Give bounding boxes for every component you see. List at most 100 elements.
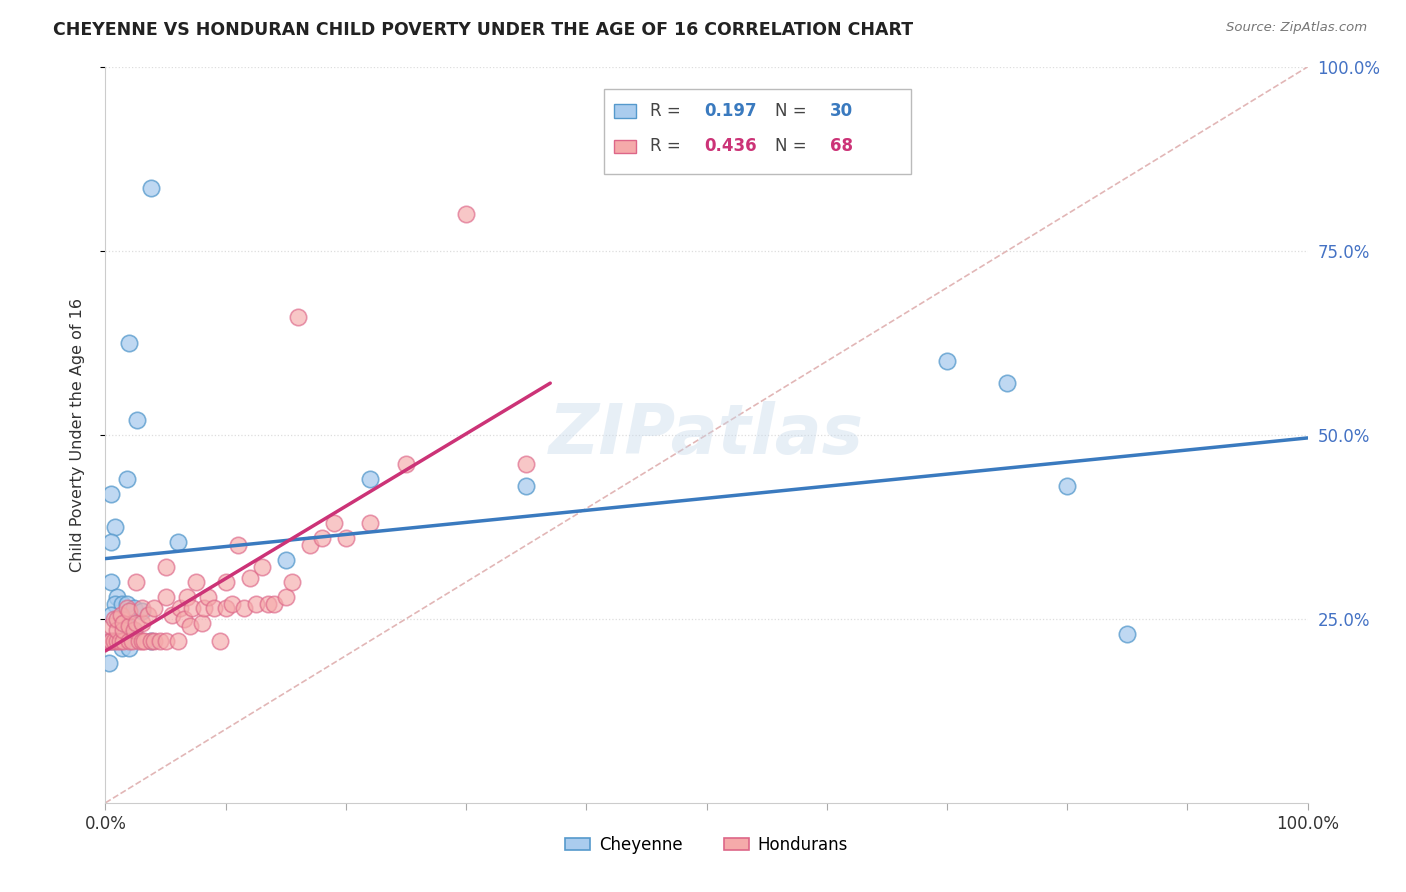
Point [176, 590, 198, 604]
Point [136, 608, 159, 623]
Point [179, 619, 201, 633]
Point [98, 656, 121, 670]
Point [132, 633, 155, 648]
Point [100, 619, 122, 633]
Point [281, 575, 304, 590]
Point [108, 633, 131, 648]
Point [181, 600, 204, 615]
Text: 30: 30 [831, 102, 853, 120]
Text: N =: N = [775, 137, 811, 155]
Point [107, 590, 129, 604]
Text: N =: N = [775, 102, 811, 120]
Point [115, 619, 138, 633]
Point [995, 376, 1018, 391]
Point [155, 560, 177, 574]
Point [166, 633, 188, 648]
Point [115, 597, 138, 611]
Text: R =: R = [650, 137, 686, 155]
Point [128, 633, 150, 648]
Point [202, 600, 225, 615]
FancyBboxPatch shape [614, 104, 636, 118]
Point [193, 600, 215, 615]
Point [274, 553, 297, 567]
Point [173, 612, 195, 626]
FancyBboxPatch shape [605, 89, 911, 174]
Point [100, 633, 122, 648]
Text: 68: 68 [831, 137, 853, 155]
Point [118, 619, 141, 633]
Point [239, 571, 262, 585]
Point [100, 487, 122, 501]
Point [125, 413, 148, 427]
Point [166, 534, 188, 549]
Point [107, 612, 129, 626]
Point [139, 633, 162, 648]
Point [131, 600, 153, 615]
Point [139, 181, 162, 195]
Point [112, 615, 135, 630]
Point [100, 633, 122, 648]
Point [256, 597, 278, 611]
Point [121, 633, 143, 648]
Point [232, 600, 254, 615]
Text: R =: R = [650, 102, 686, 120]
Point [208, 633, 231, 648]
Point [335, 531, 357, 545]
Point [100, 575, 122, 590]
Point [131, 633, 153, 648]
Point [110, 608, 132, 623]
Point [322, 516, 344, 530]
Point [311, 531, 333, 545]
Point [359, 472, 381, 486]
Text: CHEYENNE VS HONDURAN CHILD POVERTY UNDER THE AGE OF 16 CORRELATION CHART: CHEYENNE VS HONDURAN CHILD POVERTY UNDER… [53, 21, 914, 39]
Point [936, 354, 959, 368]
Point [118, 605, 141, 619]
Point [1056, 479, 1078, 493]
Text: Source: ZipAtlas.com: Source: ZipAtlas.com [1226, 21, 1367, 35]
Point [107, 633, 129, 648]
Point [155, 590, 177, 604]
Point [250, 560, 273, 574]
Point [169, 600, 191, 615]
Point [287, 310, 309, 325]
Point [148, 633, 170, 648]
Point [100, 608, 122, 623]
Text: 0.197: 0.197 [704, 102, 756, 120]
Point [131, 615, 153, 630]
Point [118, 641, 141, 656]
Point [155, 633, 177, 648]
Text: ZIPatlas: ZIPatlas [548, 401, 865, 468]
Point [298, 538, 321, 552]
Point [515, 457, 537, 471]
Point [124, 615, 146, 630]
Point [104, 520, 127, 534]
Point [214, 600, 236, 615]
Point [214, 575, 236, 590]
Point [515, 479, 537, 493]
Point [103, 633, 125, 648]
Point [263, 597, 285, 611]
Point [142, 600, 165, 615]
Point [124, 575, 146, 590]
Point [359, 516, 381, 530]
Point [245, 597, 267, 611]
Point [160, 608, 183, 623]
Point [115, 472, 138, 486]
Point [111, 641, 134, 656]
Point [184, 575, 207, 590]
Point [139, 633, 162, 648]
Point [112, 633, 135, 648]
Point [107, 623, 129, 637]
Point [118, 633, 141, 648]
Point [142, 633, 165, 648]
Point [100, 534, 122, 549]
Point [221, 597, 243, 611]
Point [111, 597, 134, 611]
Point [1116, 626, 1139, 640]
Point [274, 590, 297, 604]
Point [115, 600, 138, 615]
Point [197, 590, 219, 604]
Point [226, 538, 249, 552]
Point [124, 600, 146, 615]
Point [104, 597, 127, 611]
